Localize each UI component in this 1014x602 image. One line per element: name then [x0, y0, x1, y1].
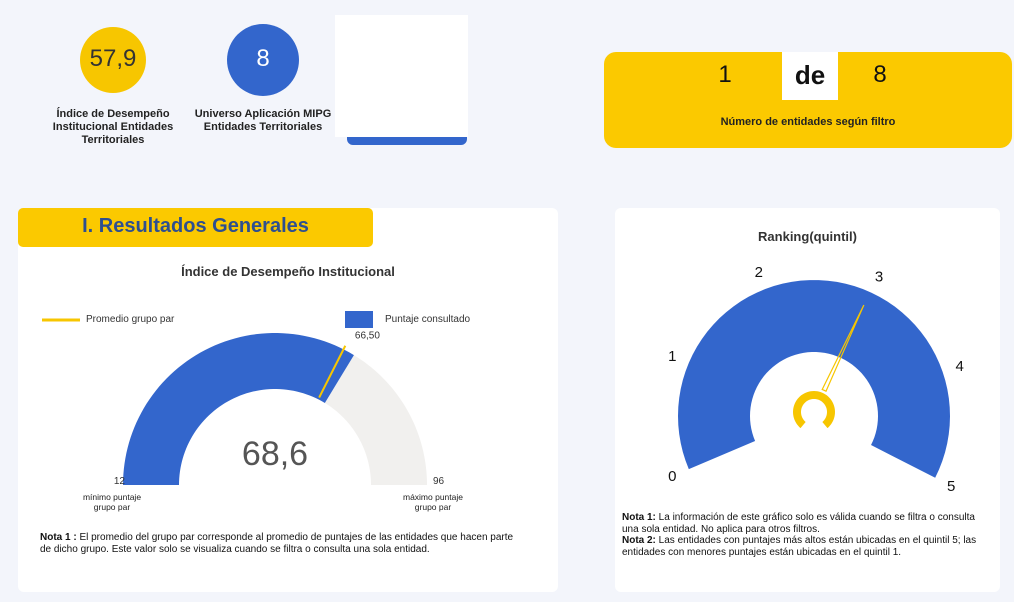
counter-separator: de: [794, 60, 826, 90]
max-caption: máximo puntaje grupo par: [402, 492, 463, 512]
legend-label: Puntaje consultado: [385, 314, 471, 325]
legend-label: Promedio grupo par: [86, 314, 175, 325]
blank-box: [335, 15, 468, 137]
note-bold: Nota 1:: [622, 512, 656, 523]
ranking-tick-label: 2: [755, 264, 763, 281]
chart-title: Índice de Desempeño Institucional: [181, 264, 395, 279]
note-bold: Nota 2:: [622, 535, 656, 546]
note-bold: Nota 1 :: [40, 532, 77, 543]
ranking-tick-label: 4: [955, 358, 963, 375]
legend-swatch: [345, 311, 373, 328]
note-text: El promedio del grupo par corresponde al…: [40, 532, 514, 555]
section-header: [18, 208, 373, 247]
note-text: La información de este gráfico solo es v…: [622, 512, 975, 535]
needle-hub: [793, 391, 835, 429]
ranking-tick-label: 3: [875, 268, 883, 285]
gauge-track: [324, 355, 427, 485]
note-text: Las entidades con puntajes más altos est…: [622, 535, 977, 558]
kpi-value: 57,9: [89, 45, 137, 72]
needle: [821, 304, 865, 393]
gauge-max: 96: [433, 476, 445, 487]
section-title: I. Resultados Generales: [82, 215, 309, 237]
counter-caption: Número de entidades según filtro: [720, 116, 896, 128]
ranking-tick-label: 0: [668, 468, 676, 485]
average-marker: [318, 345, 347, 398]
kpi-label: Índice de Desempeño Institucional Entida…: [52, 108, 174, 146]
average-label: 66,50: [355, 331, 380, 342]
kpi-value: 8: [256, 45, 270, 72]
ranking-arc: [678, 280, 950, 478]
note: Nota 1: La información de este gráfico s…: [622, 512, 992, 558]
gauge-value-label: 68,6: [242, 435, 308, 473]
gauge-min: 12: [114, 476, 126, 487]
kpi-circle: [227, 24, 299, 96]
gauge-value: [123, 333, 354, 485]
chart-title: Ranking(quintil): [758, 229, 857, 244]
kpi-circle: [80, 27, 146, 93]
counter-box: [782, 52, 838, 100]
min-caption: mínimo puntaje grupo par: [82, 492, 142, 512]
ranking-tick-label: 1: [668, 348, 676, 365]
counter-current: 1: [718, 61, 732, 88]
note: Nota 1 : El promedio del grupo par corre…: [40, 532, 520, 555]
card: [18, 208, 558, 592]
counter-total: 8: [873, 61, 887, 88]
kpi-label: Universo Aplicación MIPG Entidades Terri…: [194, 108, 332, 133]
ranking-tick-label: 5: [947, 478, 955, 495]
